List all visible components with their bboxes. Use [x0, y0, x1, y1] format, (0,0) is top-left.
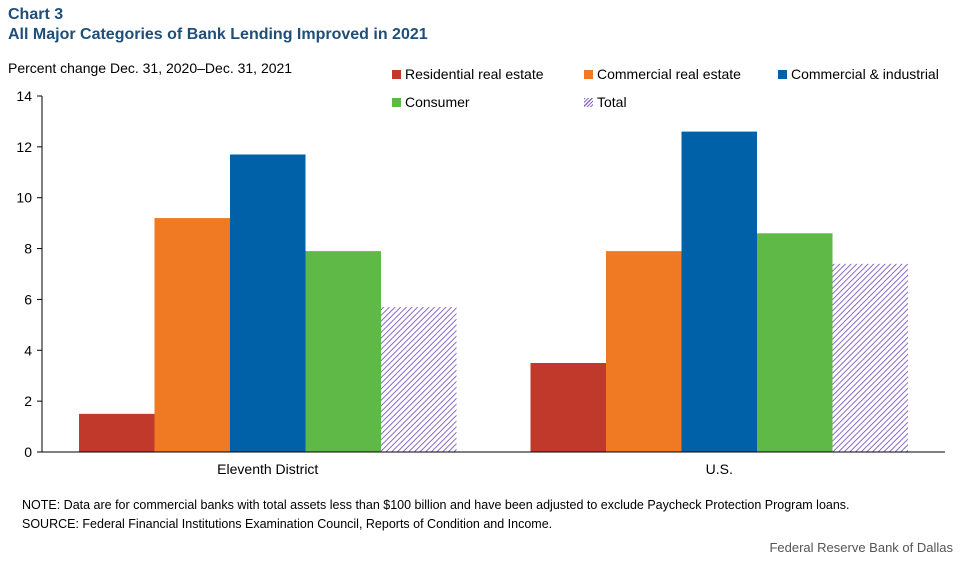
legend-item-commercial-industrial: Commercial & industrial	[778, 66, 939, 82]
legend-swatch	[392, 69, 401, 79]
legend-label: Commercial real estate	[597, 66, 741, 82]
chart-label: Chart 3	[8, 6, 64, 23]
y-tick-label: 2	[24, 393, 32, 409]
y-tick-label: 0	[24, 444, 32, 460]
bar-consumer-eleventh-district	[305, 251, 381, 452]
bar-commercial-real-estate-eleventh-district	[154, 218, 230, 452]
bar-commercial-industrial-eleventh-district	[230, 154, 306, 452]
y-tick-label: 4	[24, 342, 32, 358]
y-tick-label: 8	[24, 241, 32, 257]
y-tick-label: 10	[16, 190, 32, 206]
legend-swatch	[392, 97, 401, 107]
credit-line: Federal Reserve Bank of Dallas	[769, 540, 953, 555]
bar-commercial-real-estate-us	[606, 251, 682, 452]
x-tick-label: U.S.	[706, 461, 733, 477]
legend-item-total: Total	[584, 94, 627, 110]
source-note: SOURCE: Federal Financial Institutions E…	[22, 517, 553, 531]
legend-label: Consumer	[405, 94, 470, 110]
x-tick-label: Eleventh District	[217, 461, 318, 477]
y-tick-label: 14	[16, 88, 32, 104]
legend-label: Residential real estate	[405, 66, 544, 82]
y-tick-label: 12	[16, 139, 32, 155]
bar-residential-us	[530, 363, 606, 452]
bar-consumer-us	[757, 233, 833, 452]
y-tick-label: 6	[24, 291, 32, 307]
legend-item-consumer: Consumer	[392, 94, 470, 110]
legend-swatch	[778, 69, 787, 79]
chart-title: All Major Categories of Bank Lending Imp…	[8, 26, 428, 43]
legend-swatch	[584, 69, 593, 79]
bar-commercial-industrial-us	[681, 131, 757, 452]
legend-swatch	[584, 97, 593, 107]
bar-total-eleventh-district	[381, 307, 457, 452]
footnote: NOTE: Data are for commercial banks with…	[22, 498, 850, 512]
legend-label: Commercial & industrial	[791, 66, 939, 82]
legend-label: Total	[597, 94, 627, 110]
legend-item-residential: Residential real estate	[392, 66, 544, 82]
legend-item-commercial-real-estate: Commercial real estate	[584, 66, 741, 82]
bar-total-us	[832, 263, 908, 452]
y-axis-unit-label: Percent change Dec. 31, 2020–Dec. 31, 20…	[8, 60, 293, 76]
bar-residential-eleventh-district	[79, 413, 155, 452]
